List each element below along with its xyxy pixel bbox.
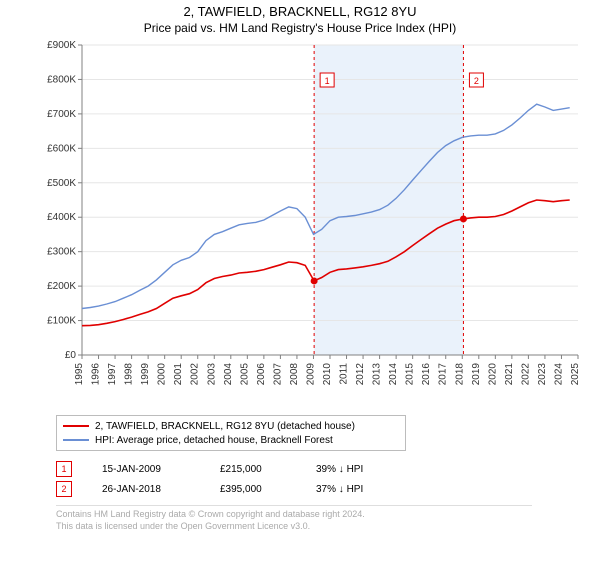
svg-text:£300K: £300K	[47, 247, 76, 258]
event-marker-box: 2	[56, 481, 72, 497]
address-title: 2, TAWFIELD, BRACKNELL, RG12 8YU	[0, 4, 600, 19]
legend-row: HPI: Average price, detached house, Brac…	[63, 433, 399, 447]
svg-text:2018: 2018	[454, 363, 465, 386]
legend-swatch	[63, 439, 89, 441]
event-date: 26-JAN-2018	[102, 484, 220, 495]
event-row: 1 15-JAN-2009£215,00039% ↓ HPI	[56, 459, 600, 479]
legend-row: 2, TAWFIELD, BRACKNELL, RG12 8YU (detach…	[63, 419, 399, 433]
event-pct: 39% ↓ HPI	[316, 464, 436, 475]
svg-text:£400K: £400K	[47, 212, 76, 223]
svg-text:2010: 2010	[322, 363, 333, 386]
legend-label: 2, TAWFIELD, BRACKNELL, RG12 8YU (detach…	[95, 421, 355, 432]
svg-text:£900K: £900K	[47, 40, 76, 51]
svg-text:1998: 1998	[124, 363, 135, 386]
svg-text:2025: 2025	[570, 363, 581, 386]
svg-text:2003: 2003	[206, 363, 217, 386]
svg-text:2019: 2019	[471, 363, 482, 386]
svg-text:1996: 1996	[91, 363, 102, 386]
svg-text:2005: 2005	[239, 363, 250, 386]
svg-text:£500K: £500K	[47, 178, 76, 189]
svg-text:2001: 2001	[173, 363, 184, 386]
svg-text:2023: 2023	[537, 363, 548, 386]
events-table: 1 15-JAN-2009£215,00039% ↓ HPI 2 26-JAN-201…	[56, 459, 600, 499]
svg-text:2015: 2015	[405, 363, 416, 386]
svg-text:2013: 2013	[372, 363, 383, 386]
event-price: £215,000	[220, 464, 316, 475]
svg-text:2024: 2024	[553, 363, 564, 386]
footnote-line-2: This data is licensed under the Open Gov…	[56, 521, 532, 533]
svg-text:£600K: £600K	[47, 143, 76, 154]
svg-text:1: 1	[325, 76, 330, 86]
svg-text:2022: 2022	[520, 363, 531, 386]
event-price: £395,000	[220, 484, 316, 495]
svg-text:2020: 2020	[487, 363, 498, 386]
svg-text:2009: 2009	[305, 363, 316, 386]
svg-text:£700K: £700K	[47, 109, 76, 120]
svg-text:1999: 1999	[140, 363, 151, 386]
svg-text:1997: 1997	[107, 363, 118, 386]
svg-text:2014: 2014	[388, 363, 399, 386]
svg-text:£0: £0	[65, 350, 77, 361]
svg-text:2007: 2007	[272, 363, 283, 386]
event-date: 15-JAN-2009	[102, 464, 220, 475]
legend-swatch	[63, 425, 89, 427]
event-pct: 37% ↓ HPI	[316, 484, 436, 495]
svg-text:2011: 2011	[339, 363, 350, 385]
event-row: 2 26-JAN-2018£395,00037% ↓ HPI	[56, 479, 600, 499]
event-marker-box: 1	[56, 461, 72, 477]
svg-text:£200K: £200K	[47, 281, 76, 292]
footnote-box: Contains HM Land Registry data © Crown c…	[56, 505, 532, 532]
legend-label: HPI: Average price, detached house, Brac…	[95, 435, 333, 446]
svg-text:2021: 2021	[504, 363, 515, 386]
svg-text:2004: 2004	[223, 363, 234, 386]
svg-text:1995: 1995	[74, 363, 85, 386]
svg-text:£100K: £100K	[47, 316, 76, 327]
svg-text:2012: 2012	[355, 363, 366, 386]
footnote-line-1: Contains HM Land Registry data © Crown c…	[56, 509, 532, 521]
svg-text:2006: 2006	[256, 363, 267, 386]
svg-text:2000: 2000	[157, 363, 168, 386]
svg-text:2017: 2017	[438, 363, 449, 386]
svg-text:2: 2	[474, 76, 479, 86]
svg-text:£800K: £800K	[47, 74, 76, 85]
legend-box: 2, TAWFIELD, BRACKNELL, RG12 8YU (detach…	[56, 415, 406, 451]
svg-text:2016: 2016	[421, 363, 432, 386]
price-chart-svg: £0 £100K £200K £300K £400K £500K £600K £700K £80…	[30, 39, 590, 409]
chart-subtitle: Price paid vs. HM Land Registry's House …	[0, 21, 600, 35]
svg-text:2008: 2008	[289, 363, 300, 386]
svg-text:2002: 2002	[190, 363, 201, 386]
chart-area: £0 £100K £200K £300K £400K £500K £600K £700K £80…	[30, 39, 590, 409]
